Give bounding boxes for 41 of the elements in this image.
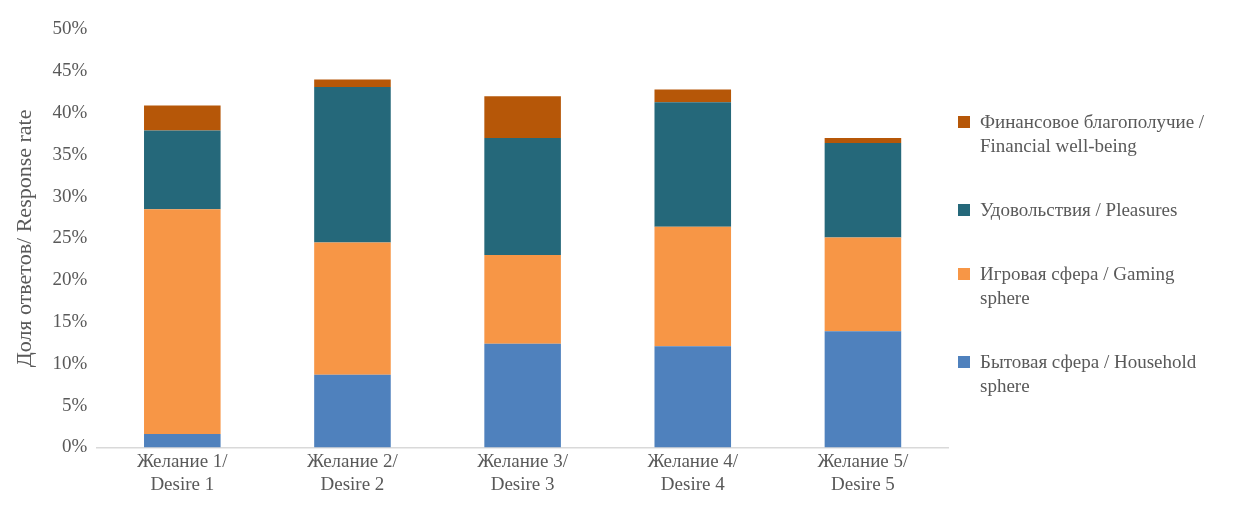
y-tick-label: 35% [52, 142, 88, 164]
y-tick-label: 15% [52, 309, 88, 331]
bar [654, 226, 732, 347]
bar [824, 331, 902, 448]
bar [314, 374, 391, 448]
bar [824, 237, 902, 332]
bar [654, 89, 732, 103]
x-tick-label: Желание 4/ Desire 4 [647, 449, 739, 494]
legend-label: Бытовая сфера / Household sphere [980, 349, 1198, 398]
legend-label: Финансовое благополучие / Financial well-being [980, 109, 1206, 158]
bar [484, 138, 561, 256]
bar [484, 96, 561, 139]
bar [144, 209, 221, 435]
bar [314, 87, 391, 243]
bar [144, 105, 221, 131]
bar [824, 138, 902, 144]
bar [654, 346, 732, 448]
y-tick-label: 0% [61, 435, 88, 457]
x-tick-label: Желание 3/ Desire 3 [477, 449, 569, 494]
x-tick-label: Желание 2/ Desire 2 [307, 449, 399, 494]
bar [654, 102, 732, 227]
bar [484, 255, 561, 344]
x-tick-label: Желание 1/ Desire 1 [136, 449, 229, 494]
y-tick-label: 40% [52, 100, 88, 122]
bar [484, 343, 561, 448]
y-tick-label: 25% [52, 226, 88, 248]
bar [314, 79, 391, 88]
y-tick-label: 5% [61, 393, 88, 415]
bar [314, 242, 391, 375]
y-tick-label: 50% [52, 17, 88, 39]
y-tick-label: 20% [52, 268, 88, 290]
y-tick-label: 10% [52, 351, 88, 373]
y-tick-label: 45% [52, 59, 88, 81]
bar [144, 434, 221, 448]
legend-label: Игровая сфера / Gaming sphere [980, 261, 1176, 310]
y-axis-title: Доля ответов/ Response rate [10, 109, 36, 368]
bar [144, 130, 221, 210]
bar [824, 143, 902, 238]
legend-label: Удовольствия / Pleasures [980, 197, 1178, 222]
x-tick-label: Желание 5/ Desire 5 [817, 449, 909, 494]
y-tick-label: 30% [52, 184, 88, 206]
